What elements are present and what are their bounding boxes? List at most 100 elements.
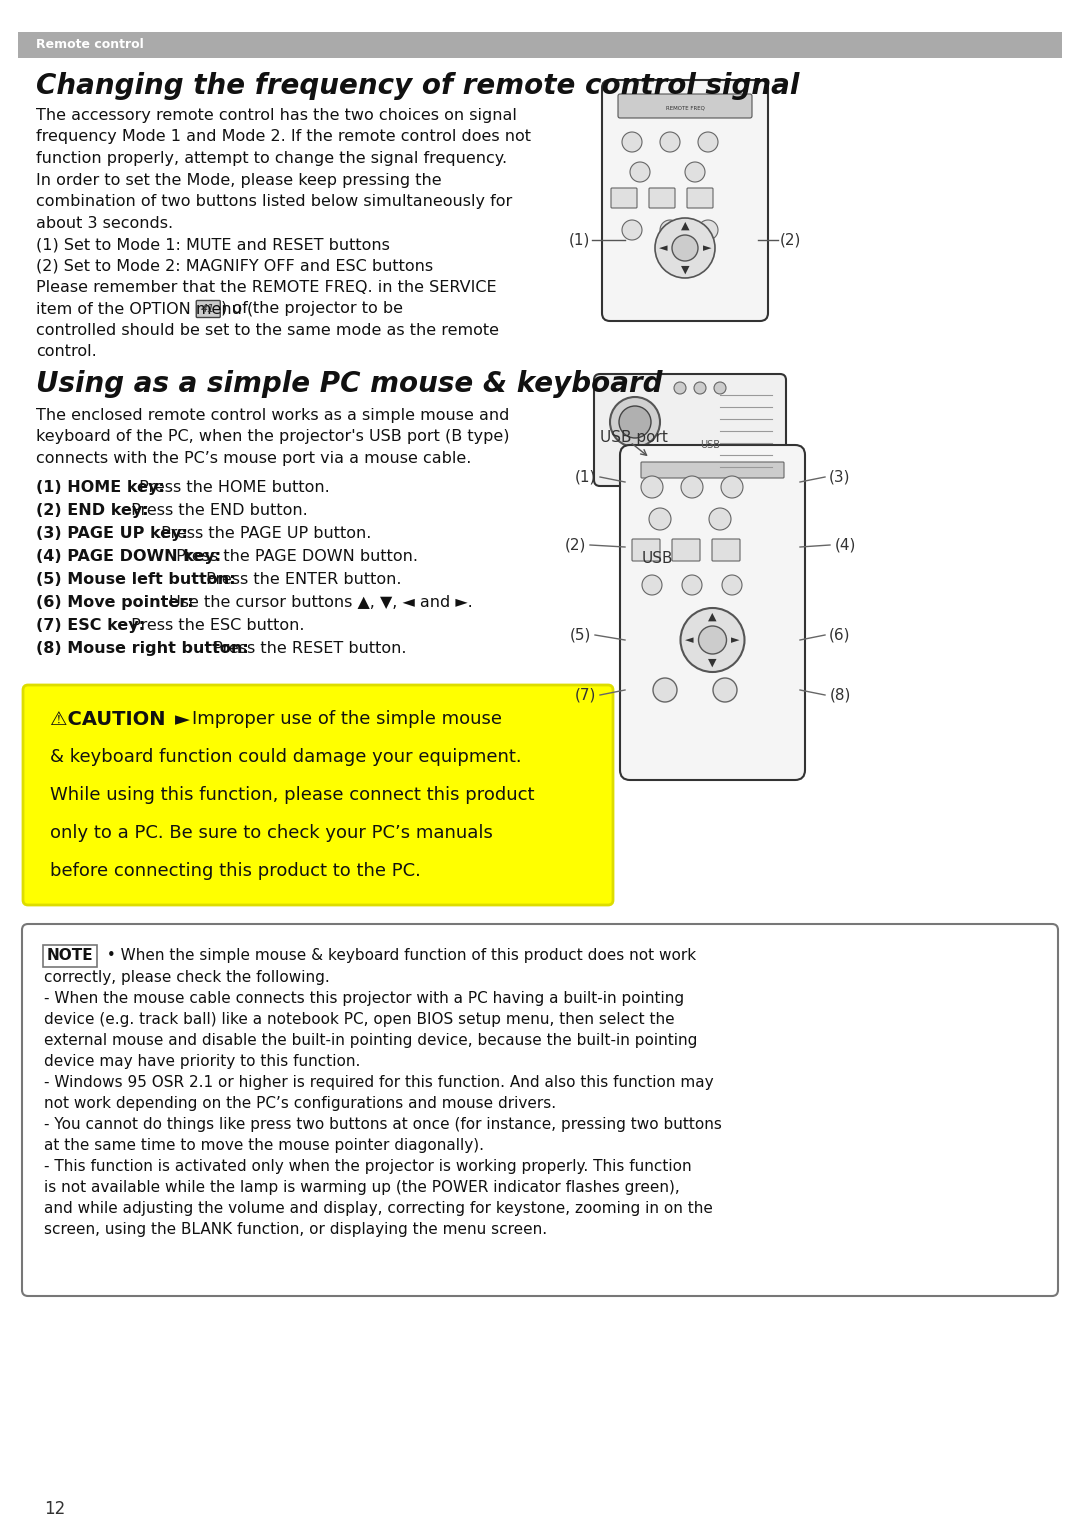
FancyBboxPatch shape: [618, 93, 752, 118]
Text: (4) PAGE DOWN key:: (4) PAGE DOWN key:: [36, 548, 221, 564]
Circle shape: [660, 132, 680, 152]
Text: ◄: ◄: [659, 244, 667, 253]
Circle shape: [708, 509, 731, 530]
Text: controlled should be set to the same mode as the remote: controlled should be set to the same mod…: [36, 323, 499, 339]
Text: Use the cursor buttons ▲, ▼, ◄ and ►.: Use the cursor buttons ▲, ▼, ◄ and ►.: [163, 594, 472, 610]
Text: ▼: ▼: [708, 659, 717, 668]
FancyBboxPatch shape: [620, 444, 805, 780]
Circle shape: [698, 132, 718, 152]
FancyBboxPatch shape: [611, 188, 637, 208]
Text: USB port: USB port: [600, 430, 667, 444]
Text: ►: ►: [175, 709, 190, 729]
Text: device (e.g. track ball) like a notebook PC, open BIOS setup menu, then select t: device (e.g. track ball) like a notebook…: [44, 1013, 675, 1026]
Text: (4): (4): [835, 538, 855, 553]
Text: In order to set the Mode, please keep pressing the: In order to set the Mode, please keep pr…: [36, 173, 442, 187]
FancyBboxPatch shape: [621, 466, 694, 548]
Circle shape: [622, 132, 642, 152]
Text: ) of the projector to be: ) of the projector to be: [221, 302, 403, 317]
Circle shape: [699, 627, 727, 654]
Text: ◄: ◄: [685, 634, 693, 645]
FancyBboxPatch shape: [672, 539, 700, 561]
Text: Remote control: Remote control: [36, 38, 144, 52]
Text: (6): (6): [829, 628, 851, 642]
Circle shape: [698, 221, 718, 241]
Text: (2) Set to Mode 2: MAGNIFY OFF and ESC buttons: (2) Set to Mode 2: MAGNIFY OFF and ESC b…: [36, 259, 433, 274]
Circle shape: [630, 162, 650, 182]
Text: USB: USB: [642, 552, 673, 565]
Circle shape: [681, 574, 702, 594]
Bar: [637, 490, 677, 518]
Text: only to a PC. Be sure to check your PC’s manuals: only to a PC. Be sure to check your PC’s…: [50, 824, 492, 843]
Text: (1) Set to Mode 1: MUTE and RESET buttons: (1) Set to Mode 1: MUTE and RESET button…: [36, 237, 390, 251]
Circle shape: [654, 218, 715, 277]
Circle shape: [714, 381, 726, 394]
Text: Improper use of the simple mouse: Improper use of the simple mouse: [192, 709, 502, 728]
FancyBboxPatch shape: [197, 300, 220, 317]
Text: Press the RESET button.: Press the RESET button.: [208, 640, 407, 656]
Circle shape: [694, 381, 706, 394]
Text: (8): (8): [829, 688, 851, 703]
Text: 41: 41: [201, 303, 215, 314]
Text: correctly, please check the following.: correctly, please check the following.: [44, 970, 329, 985]
FancyBboxPatch shape: [712, 539, 740, 561]
Text: (2): (2): [780, 233, 801, 248]
Text: ►: ►: [703, 244, 712, 253]
Text: While using this function, please connect this product: While using this function, please connec…: [50, 786, 535, 804]
FancyBboxPatch shape: [23, 685, 613, 905]
FancyBboxPatch shape: [649, 188, 675, 208]
Circle shape: [723, 574, 742, 594]
Text: (8) Mouse right button:: (8) Mouse right button:: [36, 640, 248, 656]
Circle shape: [674, 381, 686, 394]
Text: before connecting this product to the PC.: before connecting this product to the PC…: [50, 863, 421, 879]
FancyBboxPatch shape: [687, 188, 713, 208]
Text: keyboard of the PC, when the projector's USB port (B type): keyboard of the PC, when the projector's…: [36, 429, 510, 444]
Circle shape: [672, 234, 698, 260]
Circle shape: [642, 574, 662, 594]
Text: ▲: ▲: [680, 221, 689, 231]
Text: - You cannot do things like press two buttons at once (for instance, pressing tw: - You cannot do things like press two bu…: [44, 1117, 721, 1132]
Text: device may have priority to this function.: device may have priority to this functio…: [44, 1054, 361, 1069]
Text: is not available while the lamp is warming up (the POWER indicator flashes green: is not available while the lamp is warmi…: [44, 1180, 679, 1195]
FancyBboxPatch shape: [602, 80, 768, 322]
Text: Press the ENTER button.: Press the ENTER button.: [201, 571, 402, 587]
Text: (1): (1): [569, 233, 590, 248]
Text: combination of two buttons listed below simultaneously for: combination of two buttons listed below …: [36, 195, 512, 208]
Text: Press the PAGE DOWN button.: Press the PAGE DOWN button.: [171, 548, 418, 564]
Text: (1) HOME key:: (1) HOME key:: [36, 480, 165, 495]
Text: and while adjusting the volume and display, correcting for keystone, zooming in : and while adjusting the volume and displ…: [44, 1201, 713, 1216]
Text: USB: USB: [700, 440, 720, 450]
Bar: [644, 501, 651, 510]
Circle shape: [649, 509, 671, 530]
Text: The accessory remote control has the two choices on signal: The accessory remote control has the two…: [36, 107, 517, 123]
Text: external mouse and disable the built-in pointing device, because the built-in po: external mouse and disable the built-in …: [44, 1033, 698, 1048]
Circle shape: [660, 221, 680, 241]
Text: (2): (2): [565, 538, 585, 553]
Text: ▲: ▲: [708, 611, 717, 622]
Text: (5) Mouse left button:: (5) Mouse left button:: [36, 571, 235, 587]
Text: function properly, attempt to change the signal frequency.: function properly, attempt to change the…: [36, 152, 508, 165]
FancyBboxPatch shape: [43, 945, 97, 967]
Text: NOTE: NOTE: [46, 948, 93, 964]
Text: not work depending on the PC’s configurations and mouse drivers.: not work depending on the PC’s configura…: [44, 1095, 556, 1111]
Text: - Windows 95 OSR 2.1 or higher is required for this function. And also this func: - Windows 95 OSR 2.1 or higher is requir…: [44, 1075, 714, 1089]
Text: screen, using the BLANK function, or displaying the menu screen.: screen, using the BLANK function, or dis…: [44, 1223, 548, 1236]
Text: (2) END key:: (2) END key:: [36, 502, 149, 518]
Text: at the same time to move the mouse pointer diagonally).: at the same time to move the mouse point…: [44, 1138, 484, 1154]
Circle shape: [681, 476, 703, 498]
Text: ▼: ▼: [680, 265, 689, 276]
Text: (7) ESC key:: (7) ESC key:: [36, 617, 145, 633]
Text: The enclosed remote control works as a simple mouse and: The enclosed remote control works as a s…: [36, 408, 510, 423]
Text: ⚠CAUTION: ⚠CAUTION: [50, 709, 165, 729]
Text: - When the mouse cable connects this projector with a PC having a built-in point: - When the mouse cable connects this pro…: [44, 991, 684, 1007]
Text: & keyboard function could damage your equipment.: & keyboard function could damage your eq…: [50, 748, 522, 766]
FancyBboxPatch shape: [22, 924, 1058, 1296]
Circle shape: [622, 221, 642, 241]
Text: item of the OPTION menu (: item of the OPTION menu (: [36, 302, 253, 317]
Text: control.: control.: [36, 345, 97, 360]
Text: about 3 seconds.: about 3 seconds.: [36, 216, 173, 230]
FancyBboxPatch shape: [642, 463, 784, 478]
Circle shape: [713, 679, 737, 702]
Circle shape: [610, 397, 660, 447]
Bar: [660, 501, 667, 510]
Circle shape: [642, 476, 663, 498]
